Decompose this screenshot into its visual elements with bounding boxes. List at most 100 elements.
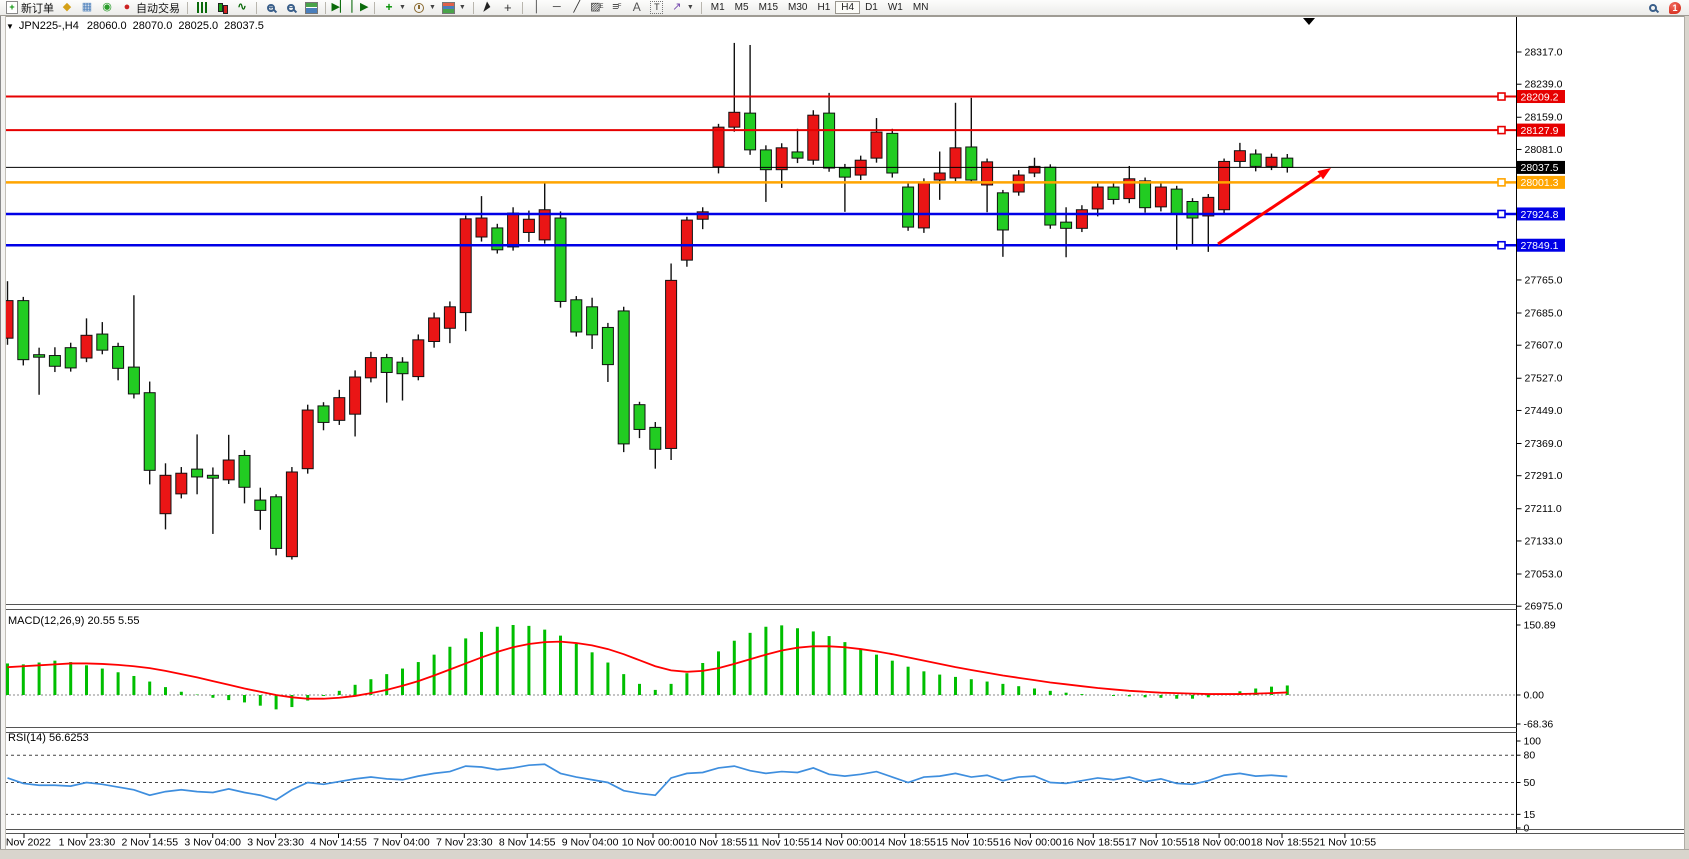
candle-bull [696,211,709,220]
text-label-button[interactable]: T [647,1,667,15]
line-endpoint-marker[interactable] [1497,92,1506,101]
line-endpoint-marker[interactable] [1497,125,1506,135]
time-tick-label: 9 Nov 04:00 [562,837,619,849]
charts-profile-button[interactable]: ◆ [57,1,77,15]
time-tick-label: 18 Nov 00:00 [1188,837,1251,849]
equidistant-channel-button[interactable]: ▨ E [587,1,607,15]
timeframe-m1[interactable]: M1 [710,1,725,13]
candle-bull [949,147,962,179]
candle-bull [301,409,314,470]
timeframe-m15[interactable]: M15 [758,1,779,13]
price-badge [1517,207,1565,221]
crosshair-button[interactable]: + [498,1,518,15]
candle-bear [143,392,156,471]
candle-bull [1218,160,1231,211]
macd-tick-label: 0.00 [1524,690,1545,702]
timeframe-d1[interactable]: D1 [865,1,878,13]
fibonacci-button[interactable]: ≡ F [607,1,627,15]
price-tick-label: 27765.0 [1525,274,1563,286]
market-watch-button[interactable]: ▦ [77,1,97,15]
timeframe-w1[interactable]: W1 [887,1,903,13]
candle-bull [1075,209,1088,229]
time-tick-label: 7 Nov 23:30 [436,837,493,849]
price-badge-label: 27924.8 [1521,209,1559,221]
price-axis[interactable]: 28317.0 28239.0 28159.0 28081.0 27765.0 27685… [1516,17,1566,834]
candle-bear [1186,200,1199,219]
auto-scroll-button[interactable]: ▶▏ [330,1,350,15]
bar-chart-button[interactable] [192,1,212,15]
price-badge [1517,238,1565,252]
window-bottom-scrollbar[interactable] [0,849,1689,859]
chart-shift-marker[interactable] [1303,18,1315,25]
text-icon: A [632,0,641,14]
time-tick-label: 3 Nov 04:00 [184,837,241,849]
time-tick-label: 14 Nov 00:00 [810,837,873,849]
line-chart-button[interactable]: ∿ [232,1,252,15]
vertical-line-button[interactable]: │ [527,1,547,15]
price-tick-label: 28159.0 [1525,112,1563,124]
time-axis[interactable]: 1 Nov 2022 1 Nov 23:30 2 Nov 14:55 3 Nov 04… [0,829,1684,849]
zoom-out-button[interactable]: − [281,1,301,15]
trend-arrow-annotation[interactable] [1217,168,1331,246]
horizontal-line-button[interactable]: ─ [547,1,567,15]
indicators-button[interactable]: + ▼ [379,1,409,15]
candle-bull [933,172,946,181]
price-badge-label: 28037.5 [1521,162,1559,174]
new-order-label: 新订单 [21,2,54,15]
time-tick-label: 2 Nov 14:55 [121,837,178,849]
price-tick-label: 27133.0 [1525,535,1563,547]
market-watch-icon: ▦ [81,1,93,13]
horizontal-level-lines[interactable] [5,92,1517,250]
candlestick-chart-button[interactable] [212,1,232,15]
rsi-tick-label: 15 [1524,809,1536,821]
price-tick-label: 27607.0 [1525,340,1563,352]
autotrading-button[interactable]: ● 自动交易 [117,1,183,15]
line-endpoint-marker[interactable] [1497,240,1506,250]
candle-bull [775,147,788,171]
search-button[interactable] [1643,1,1663,15]
price-tick-label: 28081.0 [1525,144,1563,156]
candle-bear [127,366,140,395]
timeframe-h4[interactable]: H4 [835,0,861,14]
price-badge [1517,123,1565,137]
zoom-in-button[interactable]: + [261,1,281,15]
text-label-icon: T [650,1,664,14]
timeframe-m5[interactable]: M5 [734,1,749,13]
text-button[interactable]: A [627,1,647,15]
periods-button[interactable]: ▼ [409,1,439,15]
time-tick-label: 8 Nov 14:55 [499,837,556,849]
tile-windows-button[interactable] [301,1,321,15]
cursor-button[interactable] [478,1,498,15]
candle-bear [886,132,899,174]
signal-button[interactable]: ◉ [97,1,117,15]
chart-shift-button[interactable]: ▏▶ [350,1,370,15]
arrows-button[interactable]: ↗ ▼ [667,1,697,15]
ohlc-low: 28025.0 [178,20,219,32]
candle-bear [317,405,330,423]
candle-bull [459,218,472,314]
candle-bear [1107,186,1120,200]
candle-bull [728,111,741,128]
candle-bull [807,114,820,161]
chevron-down-icon[interactable]: ▼ [6,21,14,31]
timeframe-m30[interactable]: M30 [788,1,808,13]
candle-bull [159,474,172,515]
candle-bull [285,471,298,558]
line-chart-icon: ∿ [237,1,247,13]
templates-button[interactable]: ▼ [439,1,469,15]
timeframe-h1[interactable]: H1 [817,1,831,13]
candle-bull [870,131,883,159]
candle-bull [1265,156,1278,167]
candle-bear [206,474,219,479]
time-tick-label: 16 Nov 00:00 [999,837,1062,849]
timeframe-mn[interactable]: MN [912,1,929,13]
notification-badge[interactable]: 1 [1669,1,1681,14]
new-order-button[interactable]: + 新订单 [2,1,57,15]
candle-bull [1202,196,1215,217]
line-endpoint-marker[interactable] [1497,209,1506,219]
line-endpoint-marker[interactable] [1497,178,1506,187]
candle-bull [665,279,678,449]
trendline-button[interactable]: ╱ [567,1,587,15]
ohlc-high: 28070.0 [132,20,173,32]
